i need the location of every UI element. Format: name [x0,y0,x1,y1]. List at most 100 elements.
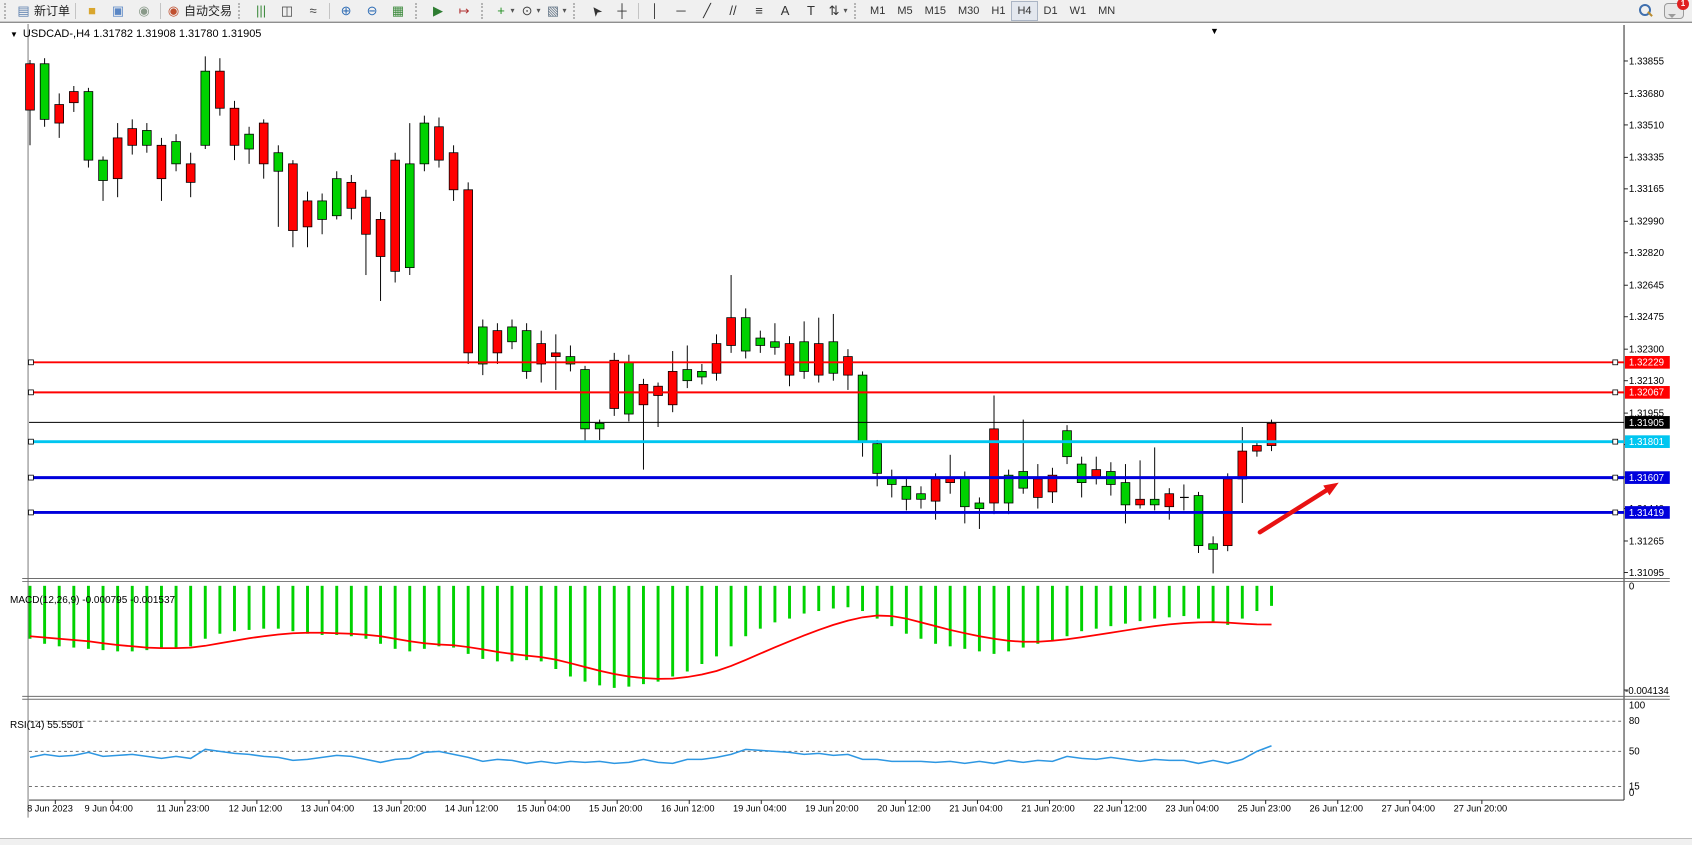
svg-text:1.32990: 1.32990 [1629,217,1665,228]
timeframe-mn-button[interactable]: MN [1098,4,1116,17]
text-label-button[interactable]: T [798,1,824,21]
timeframe-m30-button[interactable]: M30 [958,4,980,17]
svg-text:9 Jun 04:00: 9 Jun 04:00 [85,804,133,814]
svg-text:1.32300: 1.32300 [1629,345,1665,356]
auto-scroll-icon: ▶ [433,2,444,18]
time-axis: 8 Jun 2023 9 Jun 04:00 11 Jun 23:00 12 Jun … [27,800,1507,814]
line-chart-button[interactable]: ≈ [300,1,326,21]
svg-text:19 Jun 20:00: 19 Jun 20:00 [805,804,859,814]
zoom-in-button[interactable]: ⊕ [333,1,359,21]
fibonacci-icon: ≡ [755,2,763,18]
svg-text:8 Jun 2023: 8 Jun 2023 [27,804,73,814]
toolbar-grip [854,2,860,19]
svg-text:1.31419: 1.31419 [1629,508,1664,519]
crosshair-button[interactable]: ┼ [609,1,635,21]
period-button[interactable]: ⊙ ▾ [517,1,543,21]
bar-chart-button[interactable]: ||| [248,1,274,21]
rsi-layer: 100 80 50 150 [29,701,1646,799]
svg-text:1.32475: 1.32475 [1629,312,1664,323]
new-order-button[interactable]: ▤ 新订单 [14,1,72,21]
auto-trading-button[interactable]: ◉ 自动交易 [164,1,234,21]
svg-text:25 Jun 23:00: 25 Jun 23:00 [1237,804,1291,814]
svg-text:15 Jun 20:00: 15 Jun 20:00 [589,804,643,814]
toolbar-grip [415,2,421,19]
zoom-in-icon: ⊕ [340,2,352,18]
template-icon: ▧ [546,2,560,18]
notifications-badge: 1 [1677,0,1689,10]
charts-window-button[interactable]: ▣ [105,1,131,21]
toolbar-grip [4,2,10,19]
text-button[interactable]: A [772,1,798,21]
horizontal-line-button[interactable]: ─ [668,1,694,21]
svg-text:13 Jun 20:00: 13 Jun 20:00 [373,804,427,814]
svg-text:1.31607: 1.31607 [1629,473,1664,484]
add-indicator-button[interactable]: + ▾ [491,1,517,21]
svg-text:1.32645: 1.32645 [1629,281,1664,292]
dropdown-caret-icon[interactable]: ▾ [843,5,848,15]
signals-icon: ◉ [138,2,150,18]
toolbar-grip [238,2,244,19]
timeframe-d1-button[interactable]: D1 [1043,4,1058,17]
svg-text:27 Jun 04:00: 27 Jun 04:00 [1382,804,1435,814]
dropdown-caret-icon[interactable]: ▾ [562,5,567,15]
new-order-label: 新订单 [34,3,71,18]
trend-arrow-annotation[interactable] [1257,482,1339,535]
auto-scroll-button[interactable]: ▶ [425,1,451,21]
svg-text:1.31801: 1.31801 [1629,437,1664,448]
cursor-icon: ➤ [586,1,605,20]
tile-windows-icon: ▦ [391,2,405,18]
fibonacci-button[interactable]: ≡ [746,1,772,21]
chevron-down-icon[interactable]: ▼ [10,30,18,39]
rsi-indicator-label: RSI(14) 55.5501 [10,720,84,731]
timeframe-m5-button[interactable]: M5 [897,4,913,17]
dropdown-caret-icon[interactable]: ▾ [510,5,515,15]
arrows-tool-icon: ⇅ [828,2,840,18]
zoom-out-button[interactable]: ⊖ [359,1,385,21]
notifications-icon[interactable]: 1 [1664,0,1689,19]
timeframe-w1-button[interactable]: W1 [1069,4,1087,17]
trend-line-button[interactable]: ╱ [694,1,720,21]
svg-text:15: 15 [1629,781,1640,792]
chart-canvas[interactable]: 1.33855 1.33680 1.33510 1.33335 1.33165 1.329… [0,23,1692,839]
search-icon[interactable] [1636,2,1654,20]
svg-text:100: 100 [1629,701,1646,712]
svg-text:1.33680: 1.33680 [1629,89,1665,100]
bar-chart-icon: ||| [255,2,267,18]
svg-text:0: 0 [1629,582,1635,593]
svg-text:19 Jun 04:00: 19 Jun 04:00 [733,804,787,814]
charts-window-icon: ▣ [111,2,125,18]
terminal-button[interactable]: ■ [79,1,105,21]
chart-title: ▼ USDCAD-,H4 1.31782 1.31908 1.31780 1.31… [10,28,261,40]
candlestick-chart-button[interactable]: ◫ [274,1,300,21]
toolbar-separator [75,2,77,19]
toolbar-separator [329,2,331,19]
status-strip [0,838,1692,845]
tile-windows-button[interactable]: ▦ [385,1,411,21]
template-button[interactable]: ▧ ▾ [543,1,569,21]
chart-window[interactable]: ▼ USDCAD-,H4 1.31782 1.31908 1.31780 1.31… [0,22,1692,839]
timeframe-h1-button[interactable]: H1 [991,4,1006,17]
signals-button[interactable]: ◉ [131,1,157,21]
toolbar-grip [481,2,487,19]
cursor-button[interactable]: ➤ [583,1,609,21]
equidistant-channel-button[interactable]: // [720,1,746,21]
terminal-icon: ■ [88,2,96,18]
svg-text:1.31265: 1.31265 [1629,536,1664,547]
arrows-tool-button[interactable]: ⇅ ▾ [824,1,850,21]
dropdown-caret-icon[interactable]: ▾ [536,5,541,15]
period-icon: ⊙ [521,2,533,18]
svg-text:11 Jun 23:00: 11 Jun 23:00 [157,804,210,814]
vertical-line-button[interactable]: │ [642,1,668,21]
macd-indicator-label: MACD(12,26,9) -0.000795 -0.001537 [10,595,176,606]
svg-text:1.33165: 1.33165 [1629,184,1664,195]
svg-text:15 Jun 04:00: 15 Jun 04:00 [517,804,570,814]
timeframe-m1-button[interactable]: M1 [870,4,886,17]
svg-text:80: 80 [1629,716,1640,727]
add-indicator-icon: + [497,2,505,18]
new-order-icon: ▤ [17,2,30,18]
horizontal-lines-layer: 1.32229 1.32067 1.31905 1.31801 1.31607 1.314… [28,355,1670,519]
timeframe-h4-button[interactable]: H4 [1011,0,1038,21]
chart-shift-button[interactable]: ↦ [451,1,477,21]
chart-shift-marker-icon[interactable]: ▼ [1210,26,1219,36]
timeframe-m15-button[interactable]: M15 [924,4,946,17]
